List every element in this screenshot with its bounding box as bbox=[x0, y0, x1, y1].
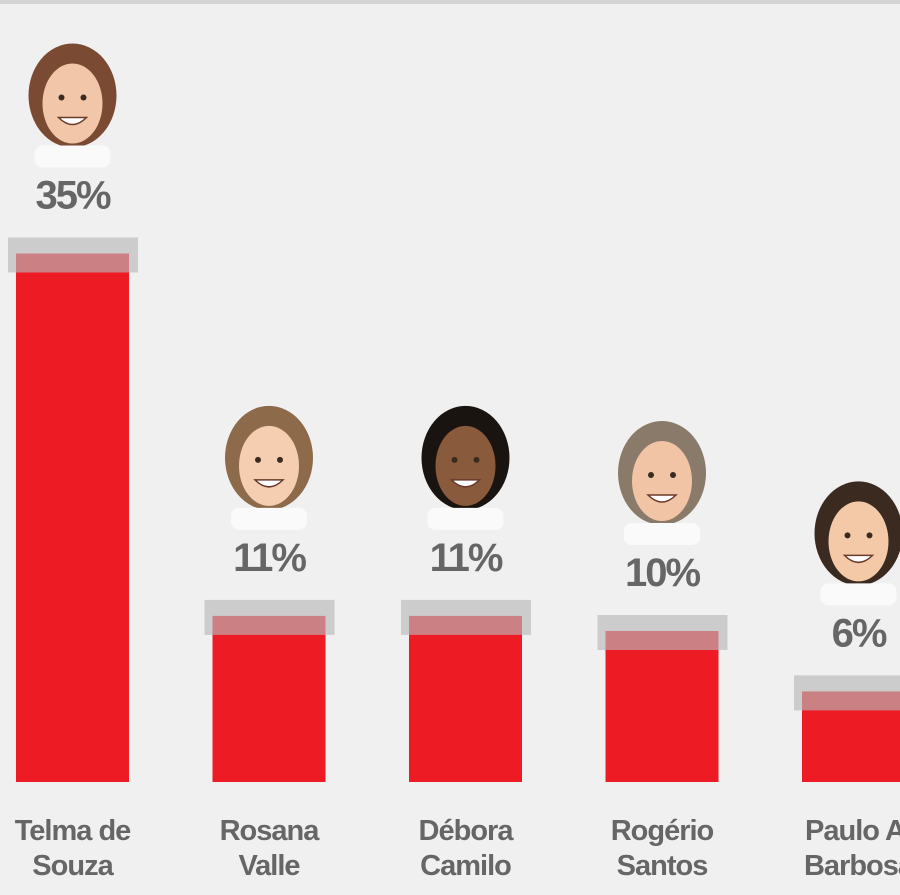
portrait-face bbox=[239, 425, 299, 506]
bar-cap bbox=[794, 675, 900, 711]
portrait-eye bbox=[58, 94, 65, 101]
portrait-eye bbox=[255, 456, 261, 463]
portrait-eye bbox=[277, 456, 283, 463]
portrait-smile bbox=[56, 116, 89, 126]
portrait-eye bbox=[80, 94, 87, 101]
portrait-smile bbox=[449, 479, 482, 488]
portrait-eye bbox=[648, 472, 654, 478]
value-label: 6% bbox=[832, 611, 887, 655]
value-label: 11% bbox=[233, 536, 306, 580]
bar bbox=[605, 631, 719, 782]
portrait-shoulders bbox=[34, 145, 111, 168]
portrait-shoulders bbox=[427, 507, 504, 530]
category-label: Rosana Valle bbox=[219, 815, 320, 882]
portrait bbox=[618, 421, 706, 545]
category-label: Débora Camilo bbox=[418, 815, 514, 882]
portrait bbox=[814, 481, 900, 606]
bar bbox=[409, 615, 522, 782]
portrait-smile bbox=[646, 494, 678, 503]
bar bbox=[212, 615, 326, 782]
portrait-eye bbox=[473, 456, 480, 463]
portrait-shoulders bbox=[820, 583, 897, 606]
portrait bbox=[28, 43, 117, 168]
bar-cap bbox=[401, 599, 531, 635]
category-label: Paulo A. Barbosa bbox=[803, 815, 900, 882]
portrait-eye bbox=[844, 532, 851, 539]
portrait-smile bbox=[253, 479, 285, 488]
portrait-shoulders bbox=[624, 523, 700, 545]
portrait-face bbox=[632, 441, 692, 521]
category-label: Rogério Santos bbox=[610, 815, 715, 882]
portrait-smile bbox=[842, 554, 875, 564]
top-rule bbox=[0, 0, 900, 4]
bar-cap bbox=[8, 237, 138, 273]
value-label: 35% bbox=[35, 174, 110, 218]
portrait-face bbox=[42, 63, 103, 144]
portrait bbox=[225, 405, 313, 530]
portrait-eye bbox=[866, 532, 873, 539]
value-label: 11% bbox=[430, 536, 503, 580]
portrait-shoulders bbox=[231, 507, 307, 530]
category-label: Telma de Souza bbox=[14, 815, 132, 882]
value-label: 10% bbox=[625, 551, 700, 595]
portrait-eye bbox=[670, 472, 676, 478]
portrait-face bbox=[828, 501, 889, 582]
portrait bbox=[421, 405, 510, 530]
portrait-face bbox=[435, 425, 496, 506]
bar bbox=[16, 253, 129, 782]
bar-cap bbox=[204, 599, 335, 635]
bar-cap bbox=[597, 615, 728, 650]
portrait-eye bbox=[451, 456, 458, 463]
